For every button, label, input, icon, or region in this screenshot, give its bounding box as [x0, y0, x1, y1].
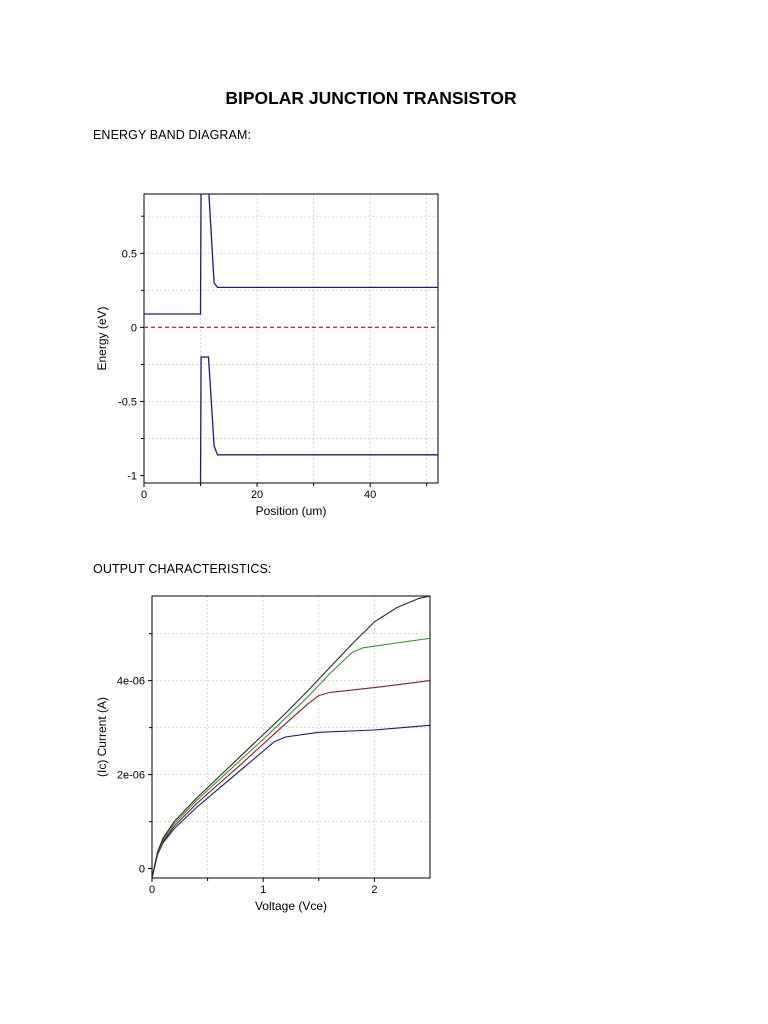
- energy-band-heading: ENERGY BAND DIAGRAM:: [93, 128, 252, 142]
- energy-band-x-axis-label: Position (um): [256, 504, 327, 518]
- output-char-y-axis-label: (Ic) Current (A): [95, 697, 109, 777]
- output-char-x-tick-label: 1: [260, 884, 266, 896]
- output-char-x-tick-label: 0: [149, 884, 155, 896]
- output-char-series-line-3: [152, 637, 430, 878]
- document-title: BIPOLAR JUNCTION TRANSISTOR: [225, 88, 517, 108]
- output-char-group: 0 1 2 0 2e-06 4e-06 Voltage (Vce) (Ic) Current …: [95, 595, 431, 913]
- output-char-x-axis-label: Voltage (Vce): [255, 899, 327, 913]
- energy-band-y-axis-label: Energy (eV): [95, 306, 109, 370]
- energy-band-x-tick-label: 0: [141, 489, 147, 501]
- energy-band-y-tick-label: 0: [131, 322, 137, 334]
- energy-band-y-tick-label: 0.5: [122, 248, 137, 260]
- energy-band-series-conduction-band: [144, 194, 438, 315]
- output-char-x-tick-label: 2: [371, 884, 377, 896]
- output-char-plot-area: [152, 596, 430, 878]
- output-characteristics-heading: OUTPUT CHARACTERISTICS:: [93, 562, 272, 576]
- energy-band-series-valence-band: [199, 356, 438, 483]
- energy-band-series-group: [144, 194, 438, 483]
- output-char-series-group: [152, 596, 430, 878]
- energy-band-group: 0 20 40 0.5 0 -0.5 -1 Position (um) Energy (eV): [95, 193, 439, 518]
- output-char-y-tick-label: 0: [139, 864, 145, 876]
- energy-band-frame: [143, 193, 439, 484]
- output-char-series-line-1: [152, 724, 430, 878]
- energy-band-plot-area: [144, 194, 438, 483]
- energy-band-x-tick-label: 20: [251, 489, 263, 501]
- output-char-frame: [151, 595, 431, 879]
- output-char-series-line-4: [152, 596, 430, 878]
- output-char-y-tick-label: 4e-06: [117, 676, 145, 688]
- energy-band-y-tick-label: -1: [127, 471, 137, 483]
- energy-band-x-tick-label: 40: [364, 489, 376, 501]
- energy-band-y-tick-label: -0.5: [118, 396, 137, 408]
- output-char-series-line-2: [152, 680, 430, 878]
- output-char-y-tick-label: 2e-06: [117, 770, 145, 782]
